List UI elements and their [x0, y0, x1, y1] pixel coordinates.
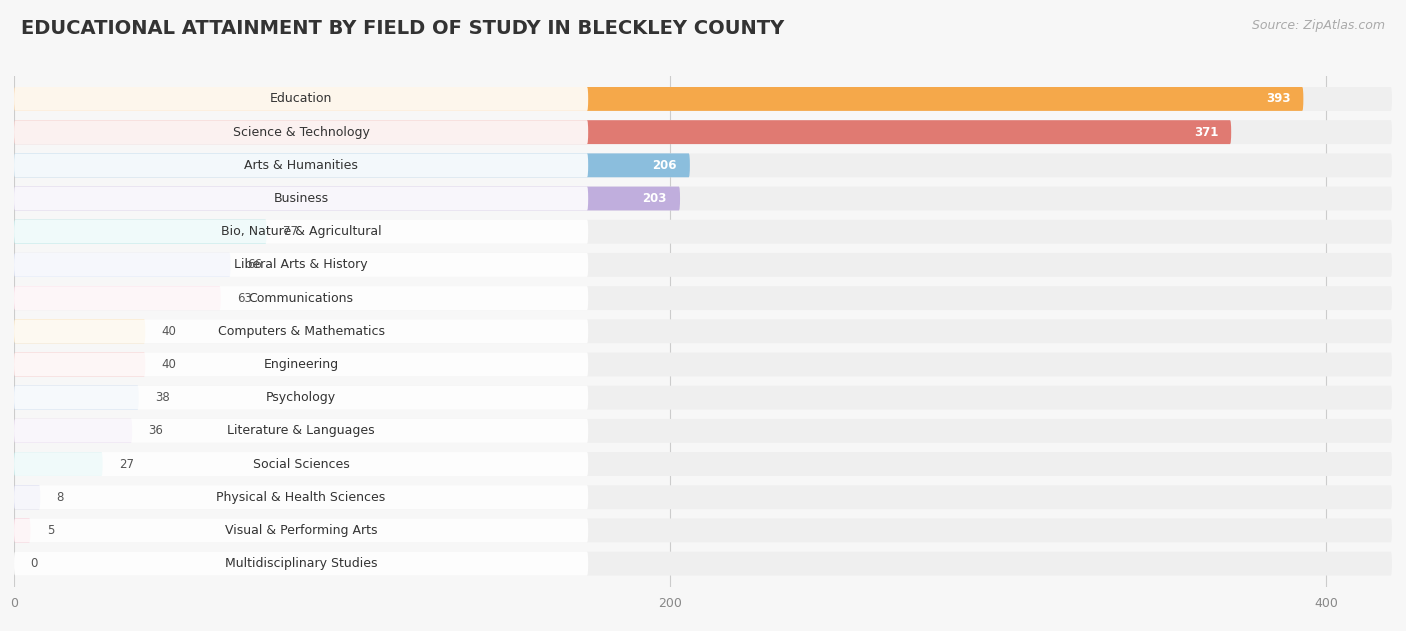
Text: Communications: Communications [249, 292, 354, 305]
Text: Source: ZipAtlas.com: Source: ZipAtlas.com [1251, 19, 1385, 32]
Text: Education: Education [270, 93, 332, 105]
FancyBboxPatch shape [14, 386, 588, 410]
FancyBboxPatch shape [14, 386, 1392, 410]
Text: 206: 206 [652, 159, 676, 172]
Text: 36: 36 [149, 424, 163, 437]
Text: Science & Technology: Science & Technology [232, 126, 370, 139]
FancyBboxPatch shape [14, 419, 1392, 443]
Text: Arts & Humanities: Arts & Humanities [245, 159, 359, 172]
Text: 77: 77 [283, 225, 298, 239]
Text: Liberal Arts & History: Liberal Arts & History [235, 259, 368, 271]
Text: 371: 371 [1194, 126, 1218, 139]
FancyBboxPatch shape [14, 187, 1392, 211]
FancyBboxPatch shape [14, 319, 1392, 343]
FancyBboxPatch shape [14, 353, 1392, 377]
FancyBboxPatch shape [14, 253, 1392, 277]
FancyBboxPatch shape [14, 120, 588, 144]
FancyBboxPatch shape [14, 551, 588, 575]
FancyBboxPatch shape [14, 485, 41, 509]
FancyBboxPatch shape [14, 153, 588, 177]
FancyBboxPatch shape [14, 353, 145, 377]
FancyBboxPatch shape [14, 485, 588, 509]
FancyBboxPatch shape [14, 220, 267, 244]
FancyBboxPatch shape [14, 319, 588, 343]
Text: Physical & Health Sciences: Physical & Health Sciences [217, 491, 385, 504]
Text: Bio, Nature & Agricultural: Bio, Nature & Agricultural [221, 225, 381, 239]
Text: 8: 8 [56, 491, 65, 504]
Text: 40: 40 [162, 358, 177, 371]
Text: 203: 203 [643, 192, 666, 205]
FancyBboxPatch shape [14, 386, 139, 410]
FancyBboxPatch shape [14, 452, 1392, 476]
FancyBboxPatch shape [14, 120, 1392, 144]
FancyBboxPatch shape [14, 551, 1392, 575]
Text: 5: 5 [46, 524, 55, 537]
Text: Business: Business [274, 192, 329, 205]
FancyBboxPatch shape [14, 419, 588, 443]
Text: Psychology: Psychology [266, 391, 336, 404]
Text: Literature & Languages: Literature & Languages [228, 424, 375, 437]
Text: 38: 38 [155, 391, 170, 404]
Text: 66: 66 [247, 259, 262, 271]
FancyBboxPatch shape [14, 187, 588, 211]
FancyBboxPatch shape [14, 519, 588, 543]
Text: Visual & Performing Arts: Visual & Performing Arts [225, 524, 377, 537]
Text: Social Sciences: Social Sciences [253, 457, 350, 471]
FancyBboxPatch shape [14, 120, 1232, 144]
FancyBboxPatch shape [14, 485, 1392, 509]
FancyBboxPatch shape [14, 353, 588, 377]
Text: 40: 40 [162, 325, 177, 338]
Text: 63: 63 [238, 292, 252, 305]
FancyBboxPatch shape [14, 153, 1392, 177]
FancyBboxPatch shape [14, 419, 132, 443]
Text: Computers & Mathematics: Computers & Mathematics [218, 325, 385, 338]
Text: 393: 393 [1265, 93, 1291, 105]
FancyBboxPatch shape [14, 519, 31, 543]
Text: EDUCATIONAL ATTAINMENT BY FIELD OF STUDY IN BLECKLEY COUNTY: EDUCATIONAL ATTAINMENT BY FIELD OF STUDY… [21, 19, 785, 38]
Text: Multidisciplinary Studies: Multidisciplinary Studies [225, 557, 377, 570]
FancyBboxPatch shape [14, 286, 221, 310]
FancyBboxPatch shape [14, 220, 588, 244]
Text: 27: 27 [120, 457, 134, 471]
FancyBboxPatch shape [14, 286, 1392, 310]
FancyBboxPatch shape [14, 87, 1392, 111]
FancyBboxPatch shape [14, 452, 103, 476]
FancyBboxPatch shape [14, 286, 588, 310]
FancyBboxPatch shape [14, 253, 588, 277]
Text: 0: 0 [31, 557, 38, 570]
FancyBboxPatch shape [14, 153, 690, 177]
FancyBboxPatch shape [14, 187, 681, 211]
FancyBboxPatch shape [14, 253, 231, 277]
FancyBboxPatch shape [14, 319, 145, 343]
FancyBboxPatch shape [14, 452, 588, 476]
FancyBboxPatch shape [14, 87, 588, 111]
FancyBboxPatch shape [14, 519, 1392, 543]
FancyBboxPatch shape [14, 220, 1392, 244]
FancyBboxPatch shape [14, 87, 1303, 111]
Text: Engineering: Engineering [263, 358, 339, 371]
